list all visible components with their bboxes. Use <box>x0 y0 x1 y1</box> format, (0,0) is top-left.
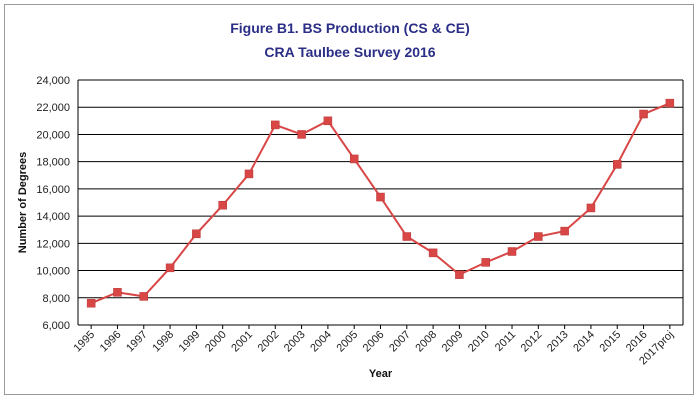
y-tick-label: 16,000 <box>36 184 70 196</box>
data-point <box>113 288 122 297</box>
data-point <box>665 98 675 108</box>
y-tick-label: 24,000 <box>36 75 70 87</box>
x-tick-label: 2009 <box>440 329 466 355</box>
data-point <box>612 160 622 169</box>
y-axis-label: Number of Degrees <box>17 152 29 253</box>
y-tick-label: 18,000 <box>36 157 70 169</box>
data-point <box>455 270 464 279</box>
y-tick-label: 6,000 <box>42 320 70 332</box>
x-tick-label: 1999 <box>177 329 203 355</box>
x-tick-label: 2012 <box>519 329 545 355</box>
data-point <box>534 232 543 241</box>
data-point <box>244 169 254 179</box>
x-tick-label: 2001 <box>229 329 255 355</box>
x-tick-label: 2005 <box>335 329 361 355</box>
x-tick-label: 1997 <box>124 329 150 355</box>
data-point <box>271 120 280 130</box>
x-tick-label: 2014 <box>571 329 597 355</box>
x-tick-label: 1996 <box>98 329 124 355</box>
chart-title: Figure B1. BS Production (CS & CE) <box>230 20 470 36</box>
x-tick-label: 2010 <box>466 329 492 355</box>
data-point <box>218 200 227 210</box>
x-tick-label: 2007 <box>387 329 413 355</box>
data-point <box>560 226 569 236</box>
data-point <box>86 298 96 308</box>
x-tick-label: 2002 <box>256 329 282 355</box>
data-point <box>586 203 596 213</box>
x-tick-label: 2008 <box>413 329 439 355</box>
y-tick-label: 14,000 <box>36 211 70 223</box>
series-layer <box>86 98 675 308</box>
data-point <box>376 192 385 202</box>
y-tick-label: 10,000 <box>36 266 70 278</box>
data-point <box>481 258 490 267</box>
x-axis-label: Year <box>369 368 393 380</box>
data-point <box>165 263 175 273</box>
y-tick-label: 22,000 <box>36 102 70 114</box>
x-tick-label: 2006 <box>361 329 387 355</box>
x-tick-label: 2011 <box>493 329 518 354</box>
data-point <box>349 154 359 164</box>
y-tick-label: 8,000 <box>42 293 70 305</box>
x-axis-ticks: 1995 1996 1997 1998 1999 2000 2001 2002 2003 2004… <box>71 325 676 367</box>
data-point <box>139 292 149 301</box>
chart-subtitle: CRA Taulbee Survey 2016 <box>264 44 436 60</box>
data-point <box>507 247 517 256</box>
x-tick-label: 2003 <box>282 329 308 355</box>
gridlines <box>77 79 684 326</box>
data-point <box>323 116 333 126</box>
data-point <box>297 130 306 139</box>
x-tick-label: 2004 <box>308 329 334 355</box>
x-tick-label: 1998 <box>150 329 176 355</box>
y-tick-label: 12,000 <box>36 238 70 250</box>
y-axis-ticks: 6,000 8,000 10,000 12,000 14,000 16,000 18,000… <box>36 75 70 332</box>
x-tick-label: 1995 <box>71 329 97 355</box>
data-point <box>639 109 648 119</box>
x-tick-label: 2015 <box>598 329 624 355</box>
y-tick-label: 20,000 <box>36 129 70 141</box>
data-point <box>402 232 412 241</box>
x-tick-label: 2013 <box>545 329 571 355</box>
series-line <box>90 102 671 305</box>
data-point <box>428 248 438 258</box>
data-point <box>192 229 201 239</box>
chart-frame <box>4 4 694 395</box>
x-tick-label: 2000 <box>203 329 229 355</box>
